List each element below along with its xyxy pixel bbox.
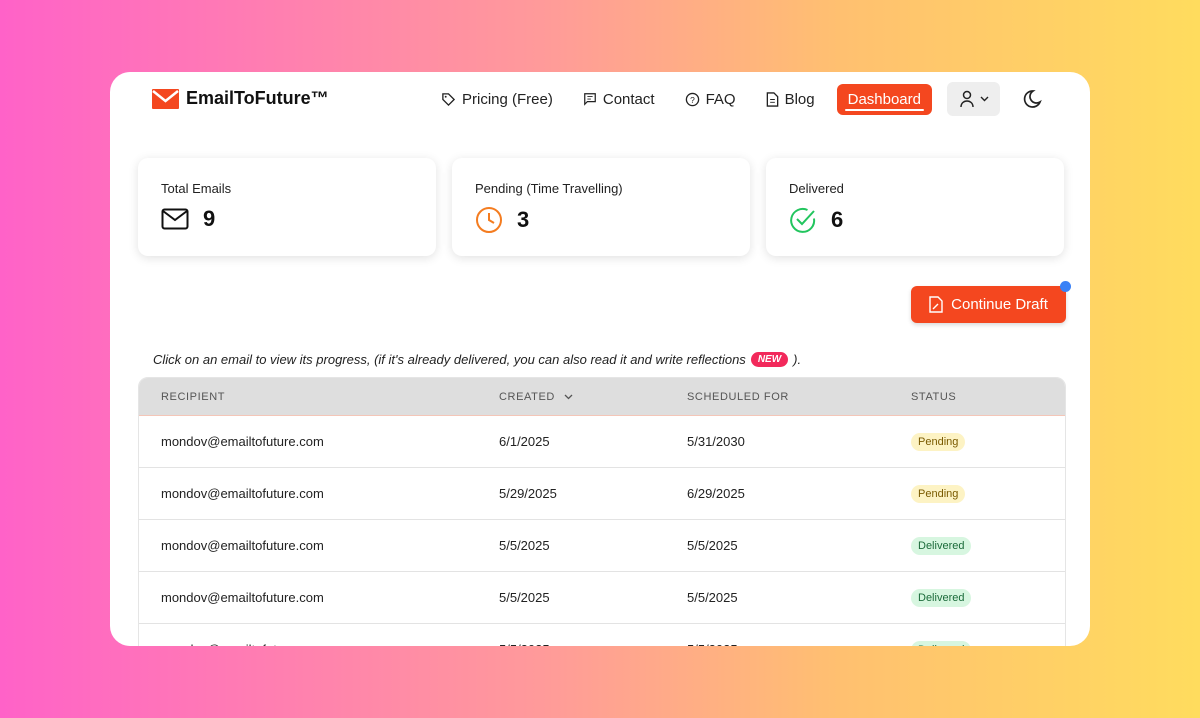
cell-scheduled: 5/5/2025 (687, 642, 738, 646)
table-row[interactable]: mondov@emailtofuture.com 5/5/2025 5/5/2025… (139, 572, 1065, 624)
nav-contact[interactable]: Contact (583, 91, 655, 108)
table-row[interactable]: mondov@emailtofuture.com 6/1/2025 5/31/203… (139, 416, 1065, 468)
cell-created: 6/1/2025 (499, 434, 550, 449)
continue-draft-label: Continue Draft (951, 296, 1048, 313)
header-recipient[interactable]: RECIPIENT (161, 390, 226, 403)
hint-text: Click on an email to view its progress, … (153, 352, 746, 367)
table-row[interactable]: mondov@emailtofuture.com 5/5/2025 5/5/2025… (139, 520, 1065, 572)
message-icon (583, 93, 596, 106)
nav-contact-label: Contact (602, 90, 655, 108)
cell-recipient: mondov@emailtofuture.com (161, 434, 324, 449)
stat-label: Total Emails (161, 181, 232, 196)
continue-draft-button[interactable]: Continue Draft (911, 281, 1071, 323)
cell-created: 5/5/2025 (499, 642, 550, 646)
logo[interactable]: EmailToFuture™ (152, 88, 329, 109)
table-row[interactable]: mondov@emailtofuture.com 5/5/2025 5/5/2025… (139, 624, 1065, 646)
file-edit-icon (929, 296, 943, 313)
brand-name: EmailToFuture™ (186, 88, 329, 108)
stat-label: Pending (Time Travelling) (475, 181, 623, 196)
mail-icon (161, 208, 189, 230)
top-nav: EmailToFuture™ Pricing (Free) Contact ? F… (110, 72, 1090, 126)
document-icon (766, 91, 778, 107)
header-status[interactable]: STATUS (911, 390, 957, 403)
status-badge: Pending (911, 484, 966, 503)
cell-created: 5/5/2025 (499, 590, 550, 605)
cell-recipient: mondov@emailtofuture.com (161, 486, 324, 501)
moon-icon[interactable] (1022, 89, 1042, 109)
cell-recipient: mondov@emailtofuture.com (161, 590, 324, 605)
table-row[interactable]: mondov@emailtofuture.com 5/29/2025 6/29/20… (139, 468, 1065, 520)
clock-icon (476, 207, 502, 233)
emails-table: RECIPIENT CREATED SCHEDULED FOR STATUS m… (138, 377, 1066, 646)
status-badge: Delivered (911, 536, 972, 555)
notification-dot (1060, 281, 1071, 292)
nav-pricing[interactable]: Pricing (Free) (441, 91, 553, 108)
header-created[interactable]: CREATED (499, 391, 573, 403)
cell-recipient: mondov@emailtofuture.com (161, 538, 324, 553)
cell-scheduled: 5/5/2025 (687, 538, 738, 553)
table-header: RECIPIENT CREATED SCHEDULED FOR STATUS (139, 378, 1065, 416)
status-badge: Delivered (911, 640, 972, 646)
stat-total-emails: Total Emails 9 (138, 158, 436, 256)
app-window: EmailToFuture™ Pricing (Free) Contact ? F… (110, 72, 1090, 646)
sort-chevron-down-icon (564, 394, 573, 399)
envelope-logo-icon (152, 88, 179, 109)
chevron-down-icon (980, 96, 988, 102)
nav-faq-label: FAQ (705, 90, 736, 108)
help-circle-icon: ? (685, 92, 699, 106)
stat-value: 6 (831, 207, 844, 232)
new-badge: NEW (750, 352, 789, 367)
stat-delivered: Delivered 6 (766, 158, 1064, 256)
cell-recipient: mondov@emailtofuture.com (161, 642, 324, 646)
svg-text:?: ? (690, 94, 695, 104)
nav-dashboard[interactable]: Dashboard (836, 83, 932, 115)
nav-pricing-label: Pricing (Free) (462, 90, 553, 108)
header-scheduled[interactable]: SCHEDULED FOR (687, 390, 789, 403)
stat-value: 9 (203, 206, 216, 231)
header-created-label: CREATED (499, 390, 555, 403)
status-badge: Pending (911, 432, 966, 451)
stat-label: Delivered (789, 181, 844, 196)
cell-scheduled: 5/5/2025 (687, 590, 738, 605)
cell-created: 5/5/2025 (499, 538, 550, 553)
user-menu-button[interactable] (947, 82, 1000, 116)
table-hint: Click on an email to view its progress, … (153, 352, 801, 367)
nav-blog[interactable]: Blog (766, 91, 815, 108)
nav-faq[interactable]: ? FAQ (685, 91, 736, 108)
nav-blog-label: Blog (784, 90, 815, 108)
cell-scheduled: 5/31/2030 (687, 434, 745, 449)
status-badge: Delivered (911, 588, 972, 607)
check-circle-icon (790, 207, 816, 233)
tag-icon (442, 92, 456, 106)
cell-scheduled: 6/29/2025 (687, 486, 745, 501)
hint-end: ). (793, 352, 802, 367)
stat-pending: Pending (Time Travelling) 3 (452, 158, 750, 256)
cell-created: 5/29/2025 (499, 486, 557, 501)
stat-value: 3 (517, 207, 530, 232)
user-icon (959, 90, 974, 108)
